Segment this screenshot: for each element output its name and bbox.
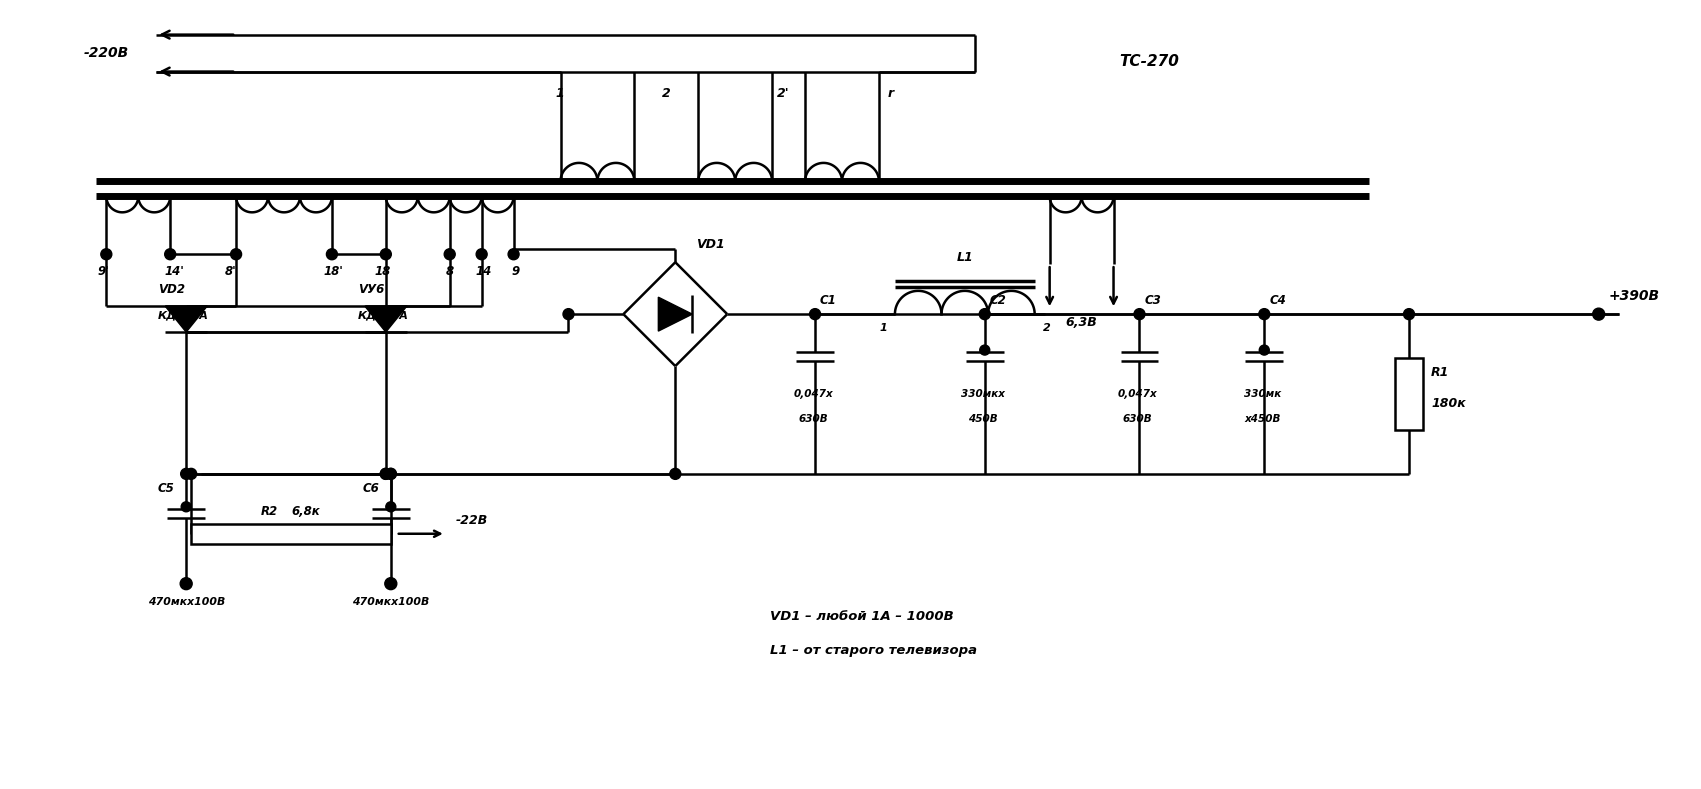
Text: 6,8к: 6,8к [291,505,320,518]
Circle shape [563,308,573,320]
Circle shape [476,249,486,260]
Text: 450В: 450В [968,414,997,424]
Text: 0,047х: 0,047х [793,389,833,399]
Circle shape [1403,308,1415,320]
Text: R1: R1 [1431,365,1449,379]
Text: 1: 1 [555,87,565,100]
Text: 470мкх100В: 470мкх100В [352,596,429,607]
Circle shape [381,469,391,480]
Text: L1: L1 [956,252,973,264]
Text: 18: 18 [374,265,391,278]
Text: R2: R2 [260,505,279,518]
Circle shape [381,249,391,260]
Circle shape [100,249,112,260]
Text: 630В: 630В [1123,414,1152,424]
FancyBboxPatch shape [191,524,391,544]
Text: r: r [888,87,895,100]
Text: 14: 14 [476,265,492,278]
Text: 6,3В: 6,3В [1067,316,1097,329]
Text: -220B: -220B [83,46,129,60]
Circle shape [386,502,396,512]
Text: 8: 8 [446,265,454,278]
Text: 330мкх: 330мкх [961,389,1005,399]
Text: C2: C2 [990,294,1007,307]
Polygon shape [658,297,692,331]
Circle shape [327,249,337,260]
Circle shape [386,469,396,480]
Circle shape [381,469,391,480]
Circle shape [444,249,456,260]
Circle shape [180,578,192,589]
Circle shape [509,249,519,260]
Text: 9: 9 [512,265,519,278]
Circle shape [180,469,192,480]
Circle shape [1259,308,1269,320]
Polygon shape [165,306,208,332]
Text: 1: 1 [879,323,886,333]
Text: VD1: VD1 [696,237,725,251]
Text: C1: C1 [820,294,837,307]
Text: х450В: х450В [1243,414,1281,424]
Polygon shape [364,306,407,332]
Text: 18': 18' [323,265,344,278]
Circle shape [231,249,242,260]
Circle shape [182,502,191,512]
Text: VD2: VD2 [158,282,185,296]
Text: C3: C3 [1145,294,1162,307]
Text: VУ6: VУ6 [357,282,384,296]
Text: 330мк: 330мк [1243,389,1281,399]
Text: C4: C4 [1269,294,1286,307]
Circle shape [980,308,990,320]
Text: C5: C5 [158,482,174,495]
Circle shape [185,469,197,480]
Text: 2': 2' [777,87,789,100]
Text: C6: C6 [362,482,379,495]
Text: 14': 14' [165,265,184,278]
Text: 470мкх100В: 470мкх100В [148,596,225,607]
Text: -22В: -22В [456,514,488,527]
Circle shape [165,249,175,260]
Circle shape [980,345,990,355]
Circle shape [386,469,396,480]
Text: L1 – от старого телевизора: L1 – от старого телевизора [771,644,978,657]
Text: 9': 9' [97,265,109,278]
Text: 630В: 630В [798,414,828,424]
Text: 2: 2 [1043,323,1051,333]
Text: КД205А: КД205А [357,310,408,320]
Circle shape [1135,308,1145,320]
Text: VD1 – любой 1А – 1000В: VD1 – любой 1А – 1000В [771,610,954,623]
Circle shape [1592,308,1604,320]
Circle shape [810,308,820,320]
Text: 180к: 180к [1431,398,1466,410]
Text: КД205А: КД205А [158,310,209,320]
Text: TC-270: TC-270 [1119,54,1179,69]
Circle shape [384,578,396,589]
Text: 2: 2 [662,87,670,100]
Text: 0,047х: 0,047х [1118,389,1157,399]
Text: +390В: +390В [1609,290,1660,303]
Circle shape [1259,345,1269,355]
FancyBboxPatch shape [1395,358,1424,430]
Text: 8': 8' [225,265,236,278]
Circle shape [670,469,680,480]
